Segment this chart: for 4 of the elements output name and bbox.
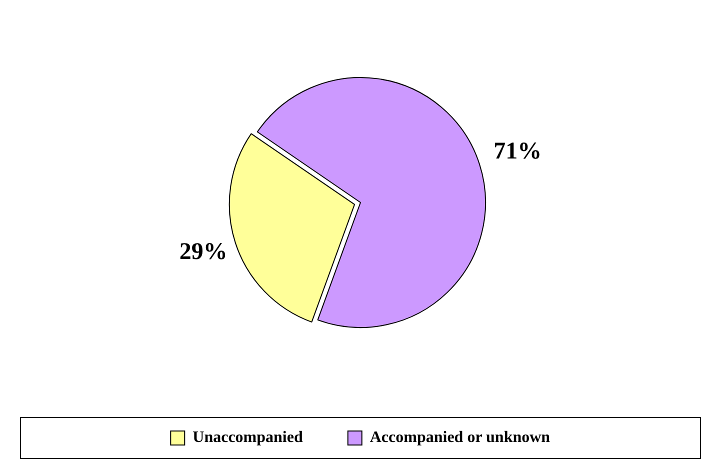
data-label: 29% <box>179 239 228 266</box>
data-label: 71% <box>494 138 542 164</box>
legend-label: Accompanied or unknown <box>370 429 550 446</box>
legend-label: Unaccompanied <box>192 429 303 446</box>
